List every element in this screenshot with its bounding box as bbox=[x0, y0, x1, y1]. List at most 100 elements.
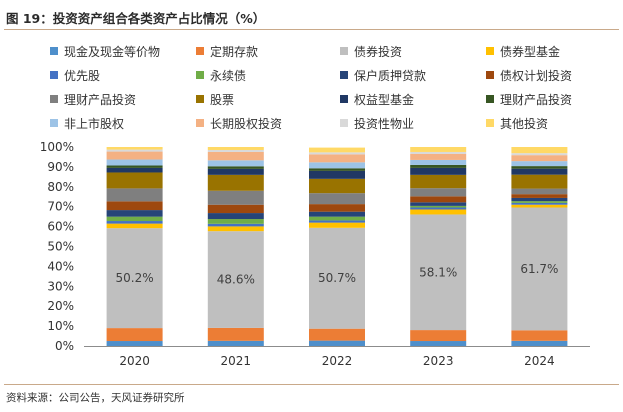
bar-segment bbox=[309, 147, 365, 153]
legend-label: 其他投资 bbox=[500, 116, 549, 131]
legend-swatch bbox=[486, 47, 494, 55]
bar-segment bbox=[106, 147, 163, 150]
bar-segment bbox=[207, 219, 264, 224]
bar-segment bbox=[309, 220, 365, 223]
bar-segment bbox=[106, 210, 163, 217]
bar-segment bbox=[207, 340, 264, 346]
bar-segment bbox=[207, 327, 264, 341]
legend-swatch bbox=[486, 119, 494, 127]
bar-segment bbox=[106, 149, 163, 152]
bar-segment bbox=[309, 216, 365, 221]
bar-segment bbox=[410, 341, 467, 346]
legend-label: 债券型基金 bbox=[500, 44, 561, 59]
bar-segment bbox=[511, 168, 568, 175]
bar-segment bbox=[106, 328, 163, 342]
legend-item: 债权计划投资 bbox=[486, 68, 573, 83]
data-label: 50.7% bbox=[318, 271, 356, 285]
legend-label: 理财产品投资 bbox=[500, 92, 573, 107]
x-tick-label: 2022 bbox=[322, 354, 353, 368]
bar-segment bbox=[410, 205, 467, 208]
x-tick-label: 2023 bbox=[423, 354, 454, 368]
bar-segment bbox=[309, 328, 365, 341]
legend-item: 权益型基金 bbox=[340, 92, 415, 107]
bar-segment bbox=[511, 153, 568, 156]
legend-label: 永续债 bbox=[210, 68, 247, 83]
figure-title: 图 19：投资资产组合各类资产占比情况（%） bbox=[6, 11, 266, 26]
bar-segment bbox=[207, 223, 264, 227]
legend-swatch bbox=[196, 119, 204, 127]
bar-segment bbox=[511, 194, 568, 198]
legend-item: 债券型基金 bbox=[486, 44, 561, 59]
bar-segment bbox=[106, 341, 163, 346]
bar-segment bbox=[511, 202, 568, 205]
legend-swatch bbox=[340, 119, 348, 127]
y-tick-label: 90% bbox=[47, 160, 74, 174]
y-tick-label: 60% bbox=[47, 220, 74, 234]
bar-segment bbox=[106, 216, 163, 222]
bar-segment bbox=[207, 174, 264, 191]
bar-segment bbox=[309, 154, 365, 163]
x-tick-label: 2020 bbox=[119, 354, 150, 368]
bar-segment bbox=[410, 174, 467, 189]
data-label: 50.2% bbox=[116, 271, 154, 285]
legend-item: 债券投资 bbox=[340, 44, 402, 59]
bar-segment bbox=[106, 159, 163, 166]
legend-swatch bbox=[196, 47, 204, 55]
y-tick-label: 40% bbox=[47, 259, 74, 273]
bar-segment bbox=[309, 152, 365, 155]
legend-swatch bbox=[196, 95, 204, 103]
bar-segment bbox=[309, 162, 365, 169]
bar-segment bbox=[309, 340, 365, 346]
bar-segment bbox=[309, 193, 365, 205]
bar-segment bbox=[511, 161, 568, 167]
legend-label: 权益型基金 bbox=[354, 92, 415, 107]
x-tick-label: 2024 bbox=[524, 354, 555, 368]
bar-segment bbox=[410, 164, 467, 168]
legend-swatch bbox=[50, 47, 58, 55]
bar-segment bbox=[410, 153, 467, 160]
bar-segment bbox=[410, 147, 467, 152]
legend-swatch bbox=[50, 71, 58, 79]
bar-segment bbox=[207, 166, 264, 169]
source-divider bbox=[4, 384, 619, 385]
title-divider bbox=[4, 29, 619, 30]
legend-item: 保户质押贷款 bbox=[340, 68, 427, 83]
bar-segment bbox=[207, 231, 264, 328]
bar-segment bbox=[207, 213, 264, 220]
legend-item: 其他投资 bbox=[486, 116, 549, 131]
bar-segment bbox=[511, 340, 568, 346]
bar-segment bbox=[511, 201, 568, 203]
bar-segment bbox=[410, 196, 467, 203]
bar-segment bbox=[309, 211, 365, 217]
legend-swatch bbox=[196, 71, 204, 79]
legend-label: 股票 bbox=[210, 92, 235, 107]
bar-segment bbox=[309, 222, 365, 228]
legend-label: 债权计划投资 bbox=[500, 68, 573, 83]
bar-segment bbox=[410, 207, 467, 210]
legend-label: 优先股 bbox=[64, 68, 101, 83]
bar-segment bbox=[511, 197, 568, 202]
bar-segment bbox=[106, 151, 163, 160]
legend-item: 现金及现金等价物 bbox=[50, 44, 160, 59]
bar-segment bbox=[207, 147, 264, 150]
bar-segment bbox=[106, 221, 163, 224]
bar-segment bbox=[106, 165, 163, 168]
y-tick-label: 70% bbox=[47, 200, 74, 214]
legend-swatch bbox=[340, 47, 348, 55]
legend-label: 非上市股权 bbox=[64, 116, 125, 131]
bar-segment bbox=[511, 207, 568, 331]
legend-label: 保户质押贷款 bbox=[354, 68, 427, 83]
bar-segment bbox=[410, 151, 467, 154]
y-tick-label: 100% bbox=[40, 140, 74, 154]
data-label: 48.6% bbox=[217, 273, 255, 287]
legend-item: 投资性物业 bbox=[340, 116, 414, 131]
legend-item: 股票 bbox=[196, 92, 235, 107]
bar-segment bbox=[410, 202, 467, 206]
bar-segment bbox=[511, 147, 568, 154]
bar-segment bbox=[207, 149, 264, 152]
bar-segment bbox=[410, 159, 467, 165]
bar-segment bbox=[410, 330, 467, 342]
bar-segment bbox=[207, 226, 264, 232]
bar-segment bbox=[309, 168, 365, 171]
legend-swatch bbox=[50, 119, 58, 127]
